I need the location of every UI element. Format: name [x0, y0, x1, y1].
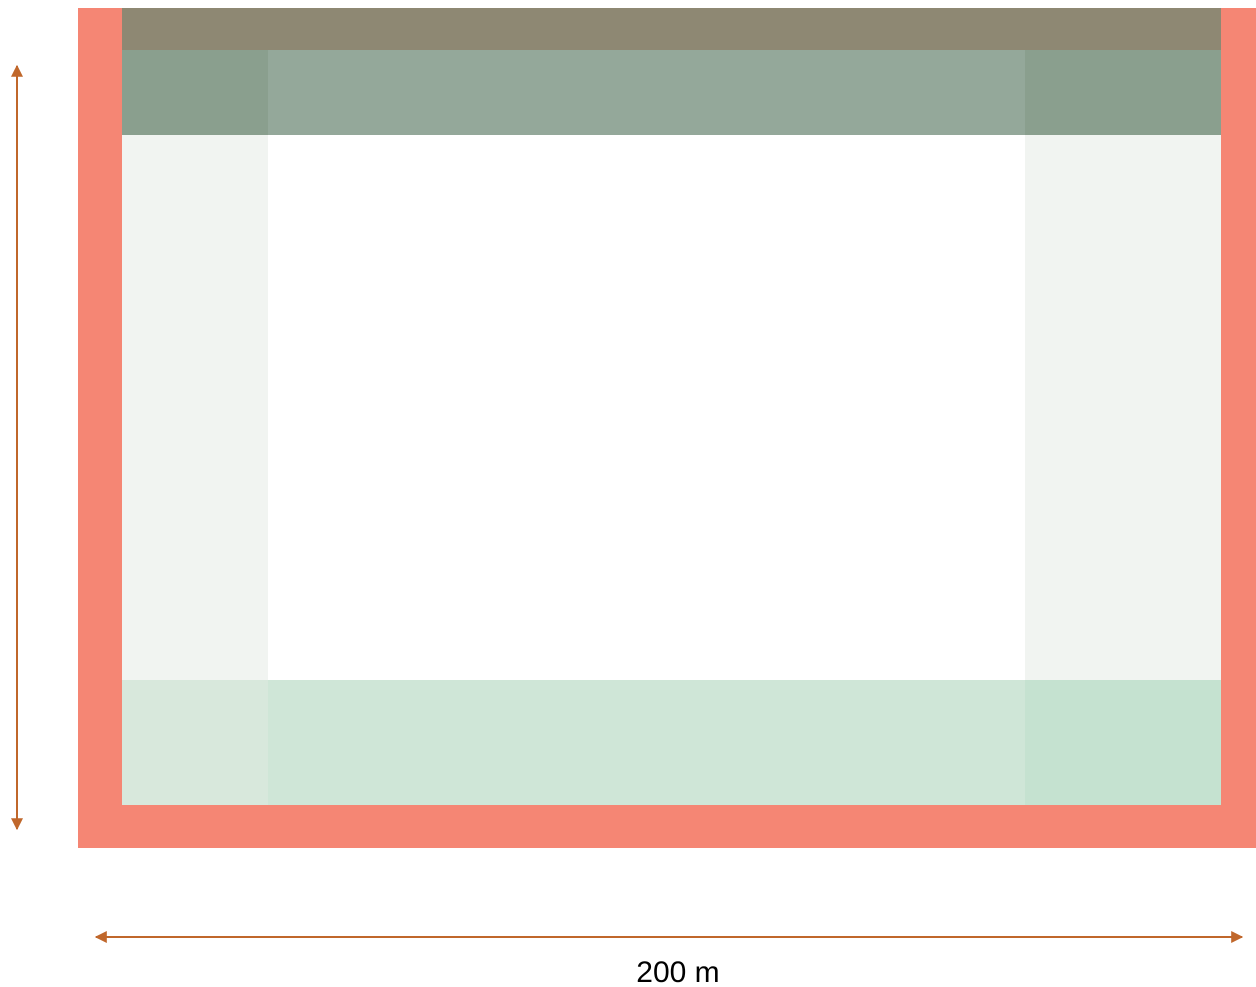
- left-strip: [122, 135, 268, 680]
- bottom-left-corner: [122, 680, 268, 805]
- upper-left-corner: [122, 50, 268, 135]
- upper-right-corner: [1025, 50, 1221, 135]
- dimension-label: 200 m: [636, 956, 719, 987]
- top-band: [122, 8, 1221, 50]
- bottom-right-corner: [1025, 680, 1221, 805]
- right-strip: [1025, 135, 1221, 680]
